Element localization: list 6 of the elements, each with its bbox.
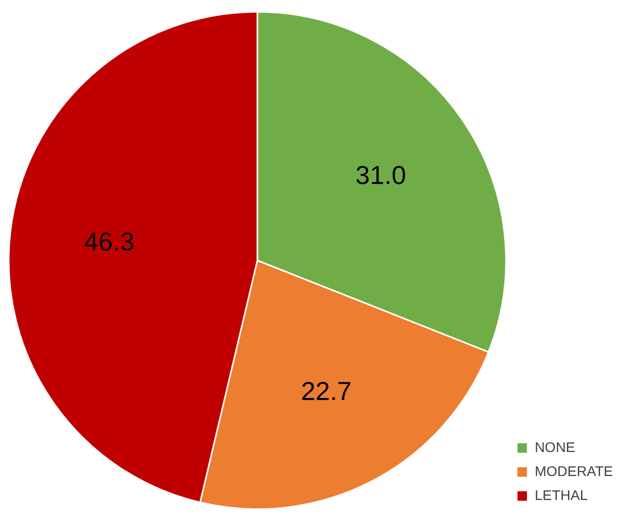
legend-label: LETHAL: [534, 486, 588, 503]
data-label: 22.7: [301, 376, 352, 406]
data-label: 46.3: [84, 226, 134, 256]
data-label: 31.0: [355, 160, 406, 190]
legend-label: MODERATE: [534, 462, 614, 479]
legend-label: NONE: [534, 438, 576, 455]
